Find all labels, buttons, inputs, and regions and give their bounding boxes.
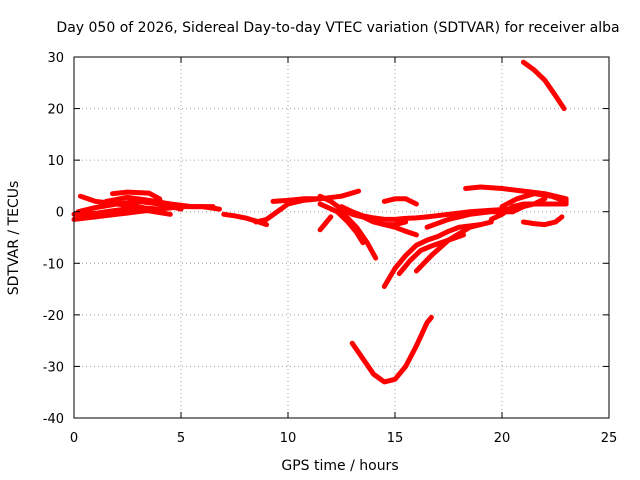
- series-trace-15: [317, 214, 334, 233]
- series-trace-28: [520, 59, 567, 112]
- series-trace-10: [270, 196, 323, 204]
- x-tick-label: 20: [494, 431, 511, 446]
- series-trace-26: [510, 196, 548, 215]
- x-tick-label: 0: [70, 431, 78, 446]
- x-tick-label: 15: [387, 431, 404, 446]
- plot-frame: [73, 56, 610, 419]
- series-trace-27: [520, 214, 565, 228]
- series-trace-20: [413, 219, 494, 274]
- series-trace-25: [499, 191, 569, 210]
- y-tick-label: 10: [47, 154, 64, 169]
- series-trace-9: [253, 188, 362, 225]
- series-trace-12: [339, 204, 430, 222]
- y-tick-label: -40: [43, 412, 64, 427]
- x-tick-label: 25: [601, 431, 618, 446]
- series-trace-18: [381, 222, 484, 289]
- x-tick-label: 5: [177, 431, 185, 446]
- series-trace-7: [75, 206, 173, 220]
- data-traces: [71, 59, 569, 385]
- series-trace-24: [488, 201, 569, 222]
- y-axis-label: SDTVAR / TECUs: [6, 181, 22, 296]
- x-tick-labels: 0 5 10 15 20 25: [70, 431, 617, 446]
- series-trace-16: [381, 196, 419, 207]
- grid: [74, 57, 609, 418]
- y-tick-label: -30: [43, 360, 64, 375]
- axis-ticks: [73, 56, 610, 419]
- y-tick-labels: -40 -30 -20 -10 0 10 20 30: [43, 51, 64, 427]
- x-axis-label: GPS time / hours: [281, 458, 398, 474]
- y-tick-label: -10: [43, 257, 64, 272]
- series-trace-22: [424, 206, 516, 220]
- y-tick-label: 30: [47, 51, 64, 66]
- x-tick-label: 10: [280, 431, 297, 446]
- series-trace-14: [339, 209, 379, 261]
- y-tick-label: -20: [43, 309, 64, 324]
- series-trace-29: [349, 314, 434, 385]
- series-trace-6: [110, 189, 165, 210]
- chart-title: Day 050 of 2026, Sidereal Day-to-day VTE…: [56, 20, 619, 36]
- series-trace-13: [317, 201, 366, 246]
- y-tick-label: 0: [56, 206, 64, 221]
- y-tick-label: 20: [47, 103, 64, 118]
- series-trace-17: [366, 216, 419, 238]
